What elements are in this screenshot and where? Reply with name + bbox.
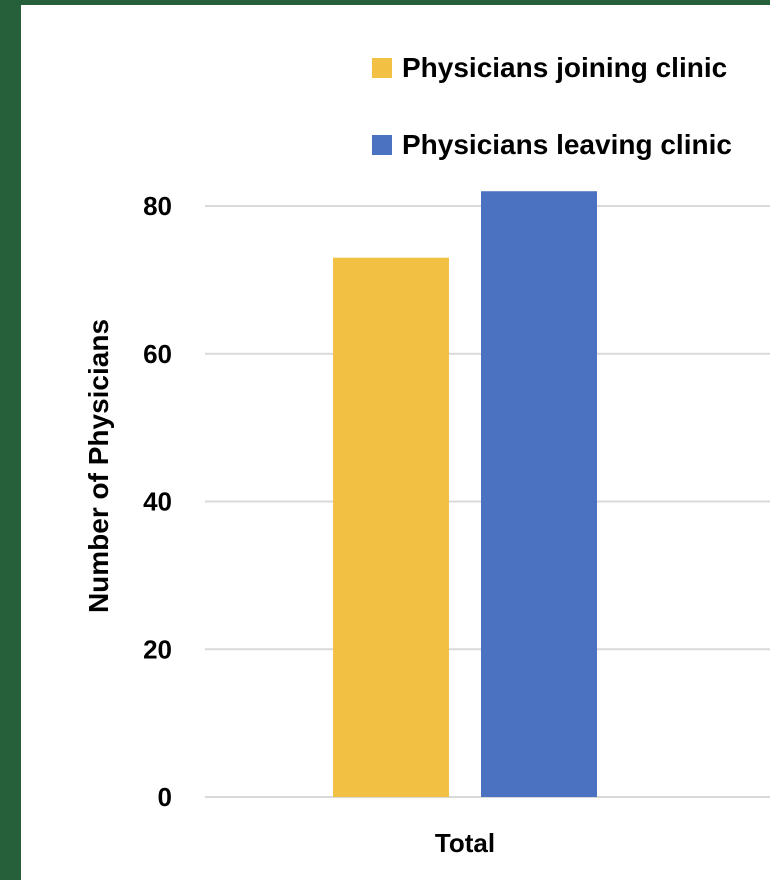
bars [333, 191, 597, 798]
legend-item-joining: Physicians joining clinic [372, 52, 727, 83]
cropped-title-area [420, 30, 750, 36]
x-tick-label-total: Total [435, 828, 495, 858]
y-axis-ticks: 0 20 40 60 80 [143, 191, 172, 812]
y-tick-label-0: 0 [158, 782, 172, 812]
legend: Physicians joining clinic Physicians lea… [372, 52, 732, 160]
legend-item-leaving: Physicians leaving clinic [372, 129, 732, 160]
y-tick-label-20: 20 [143, 634, 172, 664]
y-tick-label-60: 60 [143, 339, 172, 369]
x-axis-ticks: Total [435, 828, 495, 858]
y-tick-label-80: 80 [143, 191, 172, 221]
legend-label-joining: Physicians joining clinic [402, 52, 727, 83]
legend-swatch-joining [372, 58, 392, 78]
y-tick-label-40: 40 [143, 487, 172, 517]
bar-joining-total [333, 257, 449, 797]
legend-label-leaving: Physicians leaving clinic [402, 129, 732, 160]
legend-swatch-leaving [372, 135, 392, 155]
y-axis-title: Number of Physicians [83, 319, 114, 613]
bar-leaving-total [481, 191, 597, 798]
